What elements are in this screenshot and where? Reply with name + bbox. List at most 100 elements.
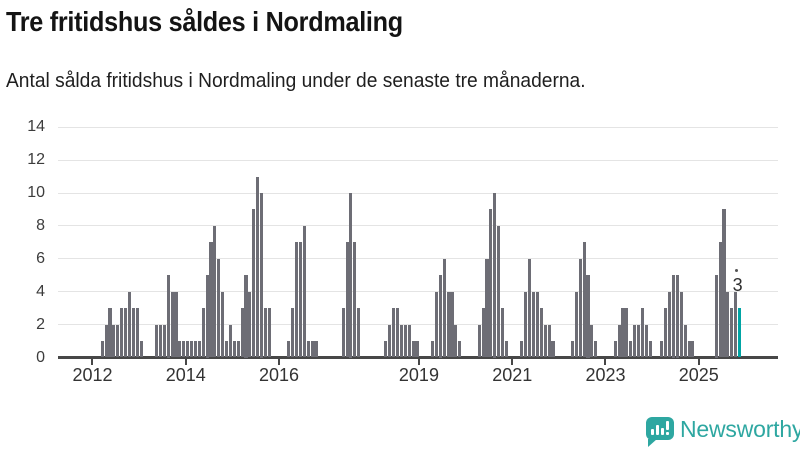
- bar: [116, 324, 120, 358]
- bar: [450, 291, 454, 358]
- bar: [586, 275, 590, 358]
- bar: [174, 291, 178, 358]
- x-axis-tick-label: 2014: [165, 365, 206, 385]
- bar: [648, 341, 652, 358]
- bar: [625, 308, 629, 358]
- logo-mini-bars: [646, 417, 674, 440]
- bar: [574, 291, 578, 358]
- y-axis-tick-label: 6: [36, 249, 45, 267]
- x-axis-tick-label: 2016: [258, 365, 300, 385]
- bar: [353, 242, 357, 358]
- gridline: [57, 291, 778, 293]
- logo-speech-tail: [648, 439, 657, 447]
- bar: [520, 341, 524, 358]
- bar: [403, 324, 407, 358]
- bar: [178, 341, 182, 358]
- bar: [613, 341, 617, 358]
- bar: [259, 193, 264, 358]
- bar: [298, 242, 302, 358]
- bar: [108, 308, 112, 358]
- bar: [411, 341, 415, 358]
- bar: [213, 225, 217, 358]
- bar: [131, 308, 135, 358]
- bar: [477, 324, 481, 358]
- bar: [166, 275, 170, 358]
- x-axis-tick: [697, 358, 700, 365]
- bar: [683, 324, 687, 358]
- bar: [714, 275, 718, 358]
- bar: [633, 324, 637, 358]
- bar: [228, 324, 232, 358]
- bar: [454, 324, 458, 358]
- x-axis-tick-label: 2019: [398, 365, 439, 385]
- bar: [182, 341, 186, 358]
- bar: [201, 308, 205, 358]
- x-axis-tick-label: 2025: [678, 365, 719, 385]
- bar: [388, 324, 392, 358]
- bar: [500, 308, 505, 358]
- bar: [528, 258, 532, 358]
- highlight-bar: [738, 308, 742, 358]
- x-axis-tick: [604, 358, 607, 365]
- bar: [718, 242, 722, 358]
- bar: [221, 291, 225, 358]
- bar: [481, 308, 485, 358]
- highlight-value-label: 3: [732, 275, 743, 296]
- y-axis-tick-label: 10: [27, 184, 45, 201]
- bar: [629, 341, 633, 358]
- bar: [306, 341, 310, 358]
- bar: [139, 341, 143, 358]
- bar: [551, 341, 555, 358]
- x-axis-tick: [417, 358, 420, 365]
- bar: [489, 209, 493, 358]
- bar: [539, 308, 543, 358]
- chart-subtitle: Antal sålda fritidshus i Nordmaling unde…: [6, 70, 586, 92]
- bar: [504, 341, 508, 358]
- bar: [244, 275, 248, 358]
- bar: [392, 308, 396, 358]
- bar: [158, 324, 163, 358]
- bar: [668, 291, 672, 358]
- bar: [205, 275, 209, 358]
- bar: [345, 242, 349, 358]
- bar: [594, 341, 598, 358]
- bar: [407, 324, 411, 358]
- bar: [722, 209, 726, 358]
- bar: [590, 324, 594, 358]
- x-axis-tick: [511, 358, 514, 365]
- x-axis-tick-label: 2021: [492, 365, 533, 385]
- bar: [217, 258, 221, 358]
- bar: [734, 291, 738, 358]
- bar: [248, 291, 252, 358]
- gridline: [57, 225, 778, 227]
- bar: [438, 275, 442, 358]
- bar: [396, 308, 400, 358]
- bar: [225, 341, 229, 358]
- bar: [302, 225, 306, 358]
- bar: [123, 308, 128, 358]
- bar: [256, 176, 260, 358]
- bar: [640, 308, 644, 358]
- gridline: [57, 192, 778, 194]
- highlight-marker-dot: [734, 269, 738, 273]
- bar: [135, 308, 139, 358]
- bar: [446, 291, 450, 358]
- bar: [310, 341, 314, 358]
- bar: [112, 324, 116, 358]
- bar: [127, 291, 131, 358]
- bar: [687, 341, 691, 358]
- bar: [570, 341, 574, 358]
- bar: [497, 225, 501, 358]
- bar: [291, 308, 295, 358]
- x-axis-tick: [278, 358, 281, 365]
- newsworthy-logo-text: Newsworthy: [680, 416, 800, 442]
- bar: [532, 291, 536, 358]
- bar: [232, 341, 236, 358]
- bar: [267, 308, 271, 358]
- bar: [524, 291, 528, 358]
- bar: [730, 308, 734, 358]
- bar: [399, 324, 403, 358]
- bar: [535, 291, 540, 358]
- gridline: [57, 258, 778, 260]
